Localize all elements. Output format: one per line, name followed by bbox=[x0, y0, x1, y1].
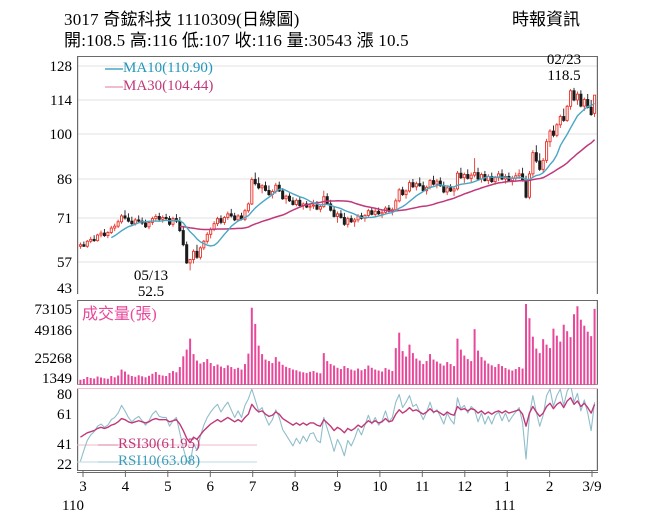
price-chart bbox=[77, 56, 598, 294]
volume-ytick-1: 49186 bbox=[34, 323, 73, 339]
volume-panel-label: 成交量(張) bbox=[82, 306, 157, 323]
x-tick-label: 3/9 bbox=[582, 479, 602, 495]
rsi-ytick-2: 41 bbox=[57, 437, 72, 453]
ma10-swatch-icon bbox=[105, 67, 123, 70]
volume-ytick-2: 25268 bbox=[34, 351, 73, 367]
x-tick-label: 1 bbox=[503, 479, 511, 495]
x-tick-label: 7 bbox=[248, 479, 257, 495]
x-tick-label: 8 bbox=[291, 479, 299, 495]
rsi30-swatch-icon bbox=[98, 443, 118, 446]
x-tick-label: 10 bbox=[372, 479, 388, 495]
x-tick-label: 4 bbox=[121, 479, 130, 495]
page-title: 3017 奇鋐科技 1110309(日線圖) bbox=[64, 10, 300, 29]
high-annotation-value: 118.5 bbox=[547, 68, 581, 84]
legend-rsi10-label: RSI10(63.08) bbox=[118, 453, 201, 469]
x-year-right: 111 bbox=[494, 498, 516, 514]
ohlc-summary: 開:108.5 高:116 低:107 收:116 量:30543 漲 10.5 bbox=[64, 31, 409, 50]
x-tick-label: 9 bbox=[333, 479, 342, 495]
price-ytick-0: 128 bbox=[49, 59, 73, 75]
x-tick-label: 6 bbox=[206, 479, 215, 495]
rsi10-swatch-icon bbox=[98, 460, 118, 463]
source-watermark: 時報資訊 bbox=[512, 10, 580, 29]
volume-ytick-3: 1349 bbox=[42, 371, 72, 387]
rsi-chart bbox=[77, 388, 598, 471]
legend-ma30-label: MA30(104.44) bbox=[123, 78, 214, 94]
price-ytick-3: 86 bbox=[57, 172, 72, 188]
x-tick-label: 5 bbox=[164, 479, 172, 495]
x-year-left: 110 bbox=[62, 498, 84, 514]
rsi-ytick-0: 80 bbox=[57, 387, 72, 403]
price-ytick-5: 57 bbox=[57, 255, 72, 271]
x-tick-label: 3 bbox=[79, 479, 87, 495]
volume-chart bbox=[77, 300, 598, 385]
legend-rsi10: RSI10(63.08) bbox=[98, 453, 200, 470]
legend-ma30: MA30(104.44) bbox=[105, 78, 213, 95]
legend-ma10-label: MA10(110.90) bbox=[123, 60, 213, 76]
price-ytick-2: 100 bbox=[49, 127, 73, 143]
x-tick-label: 2 bbox=[545, 479, 554, 495]
high-annotation: 02/23 118.5 bbox=[531, 52, 597, 84]
high-annotation-date: 02/23 bbox=[546, 52, 582, 68]
x-tick-label: 11 bbox=[415, 479, 430, 495]
ma30-swatch-icon bbox=[105, 85, 123, 88]
x-tick-label: 12 bbox=[457, 479, 473, 495]
price-ytick-6: 43 bbox=[57, 281, 72, 297]
low-annotation-value: 52.5 bbox=[137, 284, 165, 300]
low-annotation: 05/13 52.5 bbox=[118, 268, 184, 300]
legend-rsi30: RSI30(61.95) bbox=[98, 436, 200, 453]
price-ytick-4: 71 bbox=[57, 211, 72, 227]
legend-ma10: MA10(110.90) bbox=[105, 60, 213, 77]
volume-ytick-0: 73105 bbox=[34, 302, 73, 318]
low-annotation-date: 05/13 bbox=[133, 268, 169, 284]
price-ytick-1: 114 bbox=[50, 93, 72, 109]
x-axis-ruler bbox=[77, 471, 598, 477]
rsi-ytick-3: 22 bbox=[57, 457, 72, 473]
legend-rsi30-label: RSI30(61.95) bbox=[118, 436, 201, 452]
rsi-ytick-1: 61 bbox=[57, 407, 72, 423]
